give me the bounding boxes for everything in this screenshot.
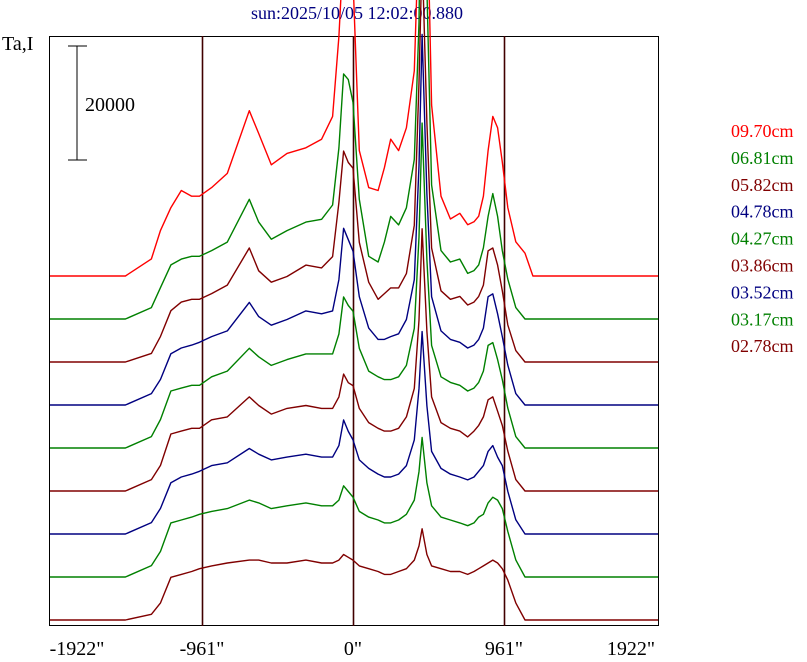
- x-tick-labels: -1922" -961" 0" 961" 1922": [50, 638, 656, 660]
- scale-bar-label: 20000: [85, 94, 135, 116]
- legend: 09.70cm 06.81cm 05.82cm 04.78cm 04.27cm 03.86…: [731, 121, 794, 356]
- y-axis-label: Ta,I: [2, 33, 33, 55]
- x-tick-label: -961": [180, 638, 225, 660]
- reference-lines: [201, 36, 506, 626]
- chart-title: sun:2025/10/05 12:02:00.880: [251, 3, 463, 23]
- x-tick-label: 961": [485, 638, 523, 660]
- legend-entry: 09.70cm: [731, 121, 794, 141]
- legend-entry: 02.78cm: [731, 336, 794, 356]
- legend-entry: 03.52cm: [731, 282, 794, 302]
- legend-entry: 04.27cm: [731, 229, 794, 249]
- series-line-04-78cm: [50, 33, 658, 406]
- x-tick-label: 0": [344, 638, 362, 660]
- legend-entry: 03.17cm: [731, 309, 794, 329]
- legend-entry: 04.78cm: [731, 202, 794, 222]
- series-line-06-81cm: [50, 0, 658, 320]
- x-tick-label: -1922": [50, 638, 105, 660]
- series-line-02-78cm: [50, 528, 658, 621]
- series-line-03-52cm: [50, 330, 658, 535]
- series-line-03-17cm: [50, 436, 658, 578]
- series-layer: [50, 0, 658, 621]
- scale-bar: 20000: [68, 45, 135, 161]
- series-line-04-27cm: [50, 122, 658, 449]
- legend-entry: 06.81cm: [731, 148, 794, 168]
- series-line-05-82cm: [50, 0, 658, 363]
- series-line-09-70cm: [50, 0, 658, 277]
- x-tick-label: 1922": [607, 638, 655, 660]
- legend-entry: 05.82cm: [731, 175, 794, 195]
- legend-entry: 03.86cm: [731, 256, 794, 276]
- series-line-03-86cm: [50, 228, 658, 492]
